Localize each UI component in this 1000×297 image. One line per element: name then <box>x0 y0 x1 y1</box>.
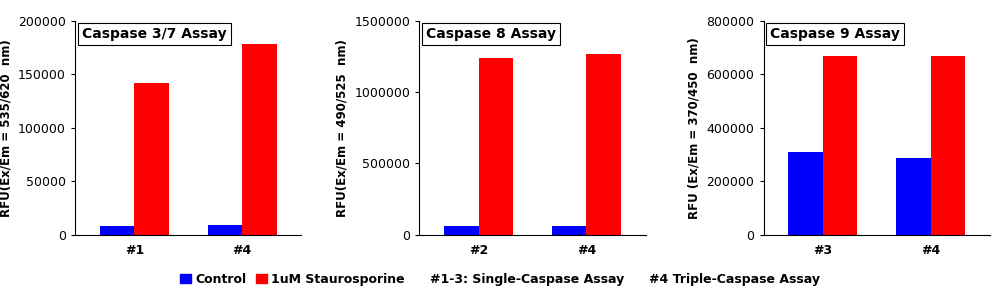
Y-axis label: RFU (Ex/Em = 370/450  nm): RFU (Ex/Em = 370/450 nm) <box>688 37 701 219</box>
Bar <box>823 56 857 235</box>
Bar <box>134 83 169 235</box>
Legend: Control, 1uM Staurosporine, #1-3: Single-Caspase Assay, #4 Triple-Caspase Assay: Control, 1uM Staurosporine, #1-3: Single… <box>175 268 825 291</box>
Bar <box>896 159 931 235</box>
Bar <box>788 152 823 235</box>
Bar <box>479 58 513 235</box>
Y-axis label: RFU(Ex/Em = 535/620  nm): RFU(Ex/Em = 535/620 nm) <box>0 39 13 217</box>
Text: Caspase 9 Assay: Caspase 9 Assay <box>770 27 900 41</box>
Bar <box>444 226 479 235</box>
Bar <box>586 53 621 235</box>
Bar <box>552 226 586 235</box>
Text: Caspase 8 Assay: Caspase 8 Assay <box>426 27 556 41</box>
Bar <box>931 56 965 235</box>
Bar <box>100 226 134 235</box>
Text: Caspase 3/7 Assay: Caspase 3/7 Assay <box>82 27 226 41</box>
Bar <box>208 225 242 235</box>
Bar <box>242 44 277 235</box>
Y-axis label: RFU(Ex/Em = 490/525  nm): RFU(Ex/Em = 490/525 nm) <box>336 39 349 217</box>
